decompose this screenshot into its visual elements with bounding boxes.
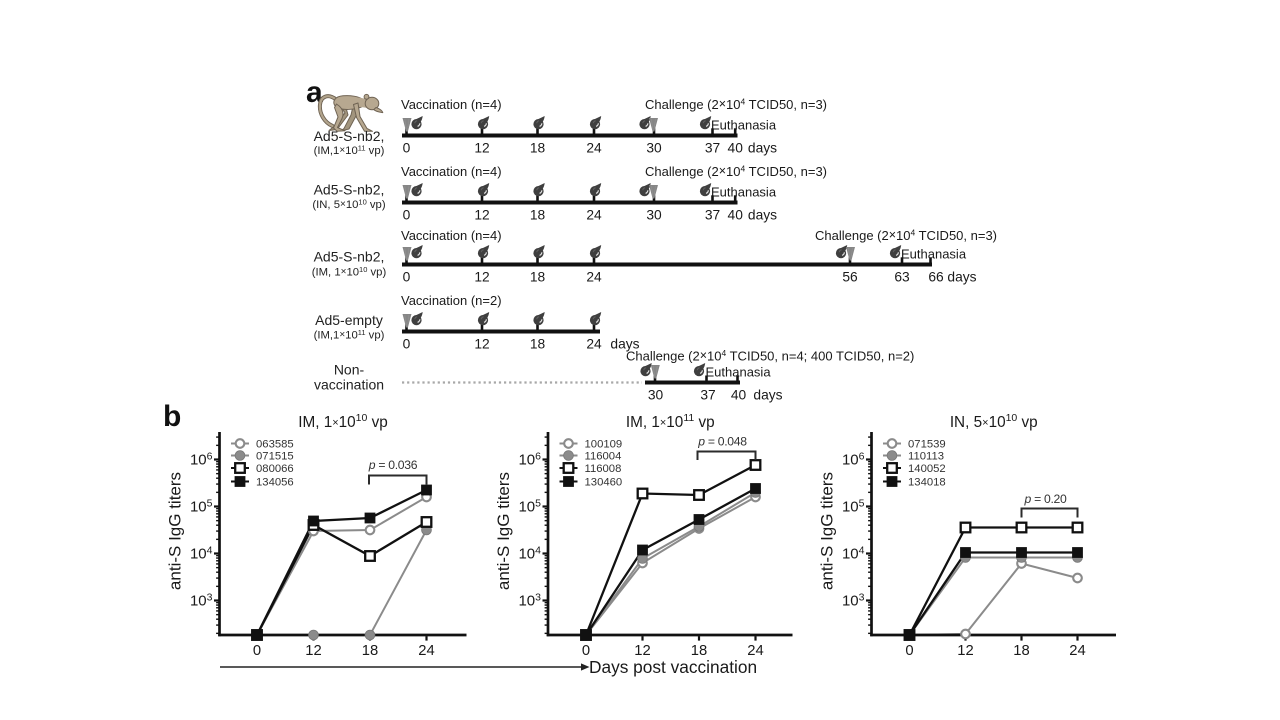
svg-text:18: 18 bbox=[1013, 643, 1029, 659]
svg-text:18: 18 bbox=[362, 643, 378, 659]
svg-text:days: days bbox=[610, 337, 639, 352]
svg-text:Vaccination (n=4): Vaccination (n=4) bbox=[401, 228, 502, 243]
svg-text:IM, 1×1010 vp: IM, 1×1010 vp bbox=[298, 412, 388, 431]
svg-text:vaccination: vaccination bbox=[314, 377, 384, 393]
svg-text:140052: 140052 bbox=[908, 463, 946, 475]
svg-text:Non-: Non- bbox=[334, 362, 365, 378]
svg-text:18: 18 bbox=[530, 270, 546, 285]
svg-text:days: days bbox=[753, 388, 782, 403]
svg-text:12: 12 bbox=[957, 643, 973, 659]
svg-text:Euthanasia: Euthanasia bbox=[706, 365, 772, 380]
svg-text:40: 40 bbox=[731, 388, 747, 403]
svg-text:(IN, 5×1010 vp): (IN, 5×1010 vp) bbox=[312, 198, 385, 212]
svg-text:(IM, 1×1010 vp): (IM, 1×1010 vp) bbox=[312, 265, 387, 279]
svg-text:b: b bbox=[163, 400, 181, 433]
svg-text:0: 0 bbox=[403, 337, 411, 352]
svg-text:063585: 063585 bbox=[256, 439, 294, 451]
svg-text:0: 0 bbox=[403, 208, 411, 223]
svg-text:080066: 080066 bbox=[256, 463, 294, 475]
svg-text:24: 24 bbox=[418, 643, 434, 659]
svg-text:24: 24 bbox=[586, 208, 602, 223]
svg-text:37: 37 bbox=[700, 388, 715, 403]
svg-text:(IM,1×1011 vp): (IM,1×1011 vp) bbox=[314, 144, 385, 158]
svg-text:134018: 134018 bbox=[908, 477, 946, 489]
svg-text:100109: 100109 bbox=[585, 439, 623, 451]
svg-text:Vaccination (n=2): Vaccination (n=2) bbox=[401, 293, 502, 308]
svg-text:37: 37 bbox=[705, 208, 720, 223]
svg-text:134056: 134056 bbox=[256, 477, 294, 489]
svg-text:116004: 116004 bbox=[585, 451, 622, 463]
svg-text:(IM,1×1011 vp): (IM,1×1011 vp) bbox=[314, 328, 385, 342]
svg-text:Challenge (2×104 TCID50, n=3): Challenge (2×104 TCID50, n=3) bbox=[815, 228, 997, 244]
svg-text:p = 0.20: p = 0.20 bbox=[1024, 492, 1068, 506]
svg-text:Euthanasia: Euthanasia bbox=[711, 118, 777, 133]
svg-text:37: 37 bbox=[705, 141, 720, 156]
svg-text:18: 18 bbox=[530, 208, 546, 223]
svg-text:18: 18 bbox=[691, 643, 707, 659]
svg-text:Challenge (2×104 TCID50, n=3): Challenge (2×104 TCID50, n=3) bbox=[645, 97, 827, 113]
svg-text:12: 12 bbox=[474, 141, 489, 156]
svg-text:56: 56 bbox=[842, 270, 858, 285]
svg-text:12: 12 bbox=[474, 270, 489, 285]
svg-text:116008: 116008 bbox=[585, 463, 622, 475]
svg-text:days: days bbox=[947, 270, 976, 285]
svg-text:30: 30 bbox=[648, 388, 664, 403]
svg-text:40: 40 bbox=[728, 141, 744, 156]
svg-text:0: 0 bbox=[905, 643, 913, 659]
svg-text:12: 12 bbox=[474, 337, 489, 352]
svg-text:24: 24 bbox=[586, 270, 602, 285]
svg-text:24: 24 bbox=[586, 337, 602, 352]
svg-text:63: 63 bbox=[894, 270, 910, 285]
svg-text:IM, 1×1011 vp: IM, 1×1011 vp bbox=[626, 412, 715, 431]
svg-text:66: 66 bbox=[928, 270, 944, 285]
svg-text:24: 24 bbox=[747, 643, 763, 659]
svg-text:24: 24 bbox=[586, 141, 602, 156]
svg-text:0: 0 bbox=[403, 270, 411, 285]
svg-text:071515: 071515 bbox=[256, 451, 294, 463]
svg-text:071539: 071539 bbox=[908, 439, 946, 451]
svg-text:12: 12 bbox=[305, 643, 321, 659]
svg-text:0: 0 bbox=[403, 141, 411, 156]
svg-text:Vaccination (n=4): Vaccination (n=4) bbox=[401, 97, 502, 112]
svg-text:Ad5-S-nb2,: Ad5-S-nb2, bbox=[314, 182, 385, 198]
svg-text:110113: 110113 bbox=[908, 451, 944, 463]
svg-text:0: 0 bbox=[253, 643, 261, 659]
svg-text:p = 0.036: p = 0.036 bbox=[368, 458, 418, 472]
svg-text:12: 12 bbox=[474, 208, 489, 223]
svg-text:Vaccination (n=4): Vaccination (n=4) bbox=[401, 164, 502, 179]
svg-text:a: a bbox=[306, 76, 323, 109]
svg-text:30: 30 bbox=[646, 141, 662, 156]
svg-text:30: 30 bbox=[646, 208, 662, 223]
svg-text:p = 0.048: p = 0.048 bbox=[697, 435, 747, 449]
svg-text:Euthanasia: Euthanasia bbox=[711, 185, 777, 200]
svg-text:Ad5-S-nb2,: Ad5-S-nb2, bbox=[314, 128, 385, 144]
svg-text:18: 18 bbox=[530, 141, 546, 156]
svg-text:anti-S IgG titers: anti-S IgG titers bbox=[818, 472, 837, 590]
svg-text:0: 0 bbox=[582, 643, 590, 659]
svg-text:days: days bbox=[748, 141, 777, 156]
svg-text:anti-S IgG titers: anti-S IgG titers bbox=[494, 472, 513, 590]
svg-text:40: 40 bbox=[728, 208, 744, 223]
svg-text:130460: 130460 bbox=[585, 477, 623, 489]
svg-text:12: 12 bbox=[634, 643, 650, 659]
svg-text:24: 24 bbox=[1069, 643, 1085, 659]
svg-text:18: 18 bbox=[530, 337, 546, 352]
svg-text:Ad5-S-nb2,: Ad5-S-nb2, bbox=[314, 249, 385, 265]
svg-text:Challenge (2×104 TCID50, n=4;: Challenge (2×104 TCID50, n=4; 400 TCID50… bbox=[626, 348, 914, 364]
svg-text:Ad5-empty: Ad5-empty bbox=[315, 312, 383, 328]
svg-text:Euthanasia: Euthanasia bbox=[901, 247, 967, 262]
svg-text:IN, 5×1010 vp: IN, 5×1010 vp bbox=[950, 412, 1038, 431]
svg-text:anti-S IgG titers: anti-S IgG titers bbox=[166, 472, 185, 590]
svg-text:days: days bbox=[748, 208, 777, 223]
svg-text:Challenge (2×104 TCID50, n=3): Challenge (2×104 TCID50, n=3) bbox=[645, 164, 827, 180]
svg-text:Days post vaccination: Days post vaccination bbox=[589, 657, 757, 677]
